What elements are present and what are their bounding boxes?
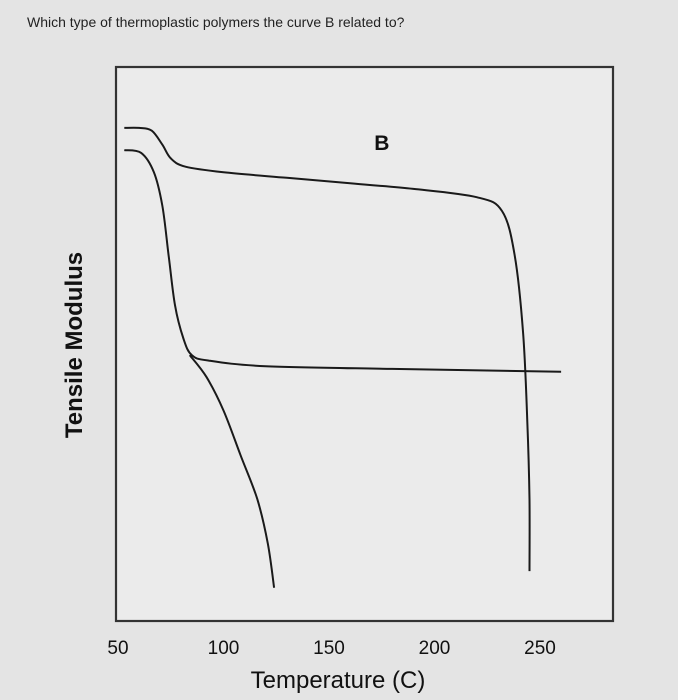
question-text: Which type of thermoplastic polymers the… [27,14,405,30]
curve-annotations: B [374,132,389,155]
curve-label-b: B [374,132,389,155]
x-tick-150: 150 [313,638,345,659]
y-axis-label: Tensile Modulus [61,252,88,438]
x-tick-100: 100 [208,638,240,659]
curve-b [124,126,531,572]
x-tick-50: 50 [107,638,128,659]
curves-group [124,126,562,588]
x-tick-200: 200 [419,638,451,659]
curve-middle [124,149,562,373]
x-tick-250: 250 [524,638,556,659]
curve-drop [188,354,276,588]
x-tick-labels: 50 100 150 200 250 [107,638,555,659]
plot-frame [114,65,615,623]
x-axis-label: Temperature (C) [251,667,426,694]
